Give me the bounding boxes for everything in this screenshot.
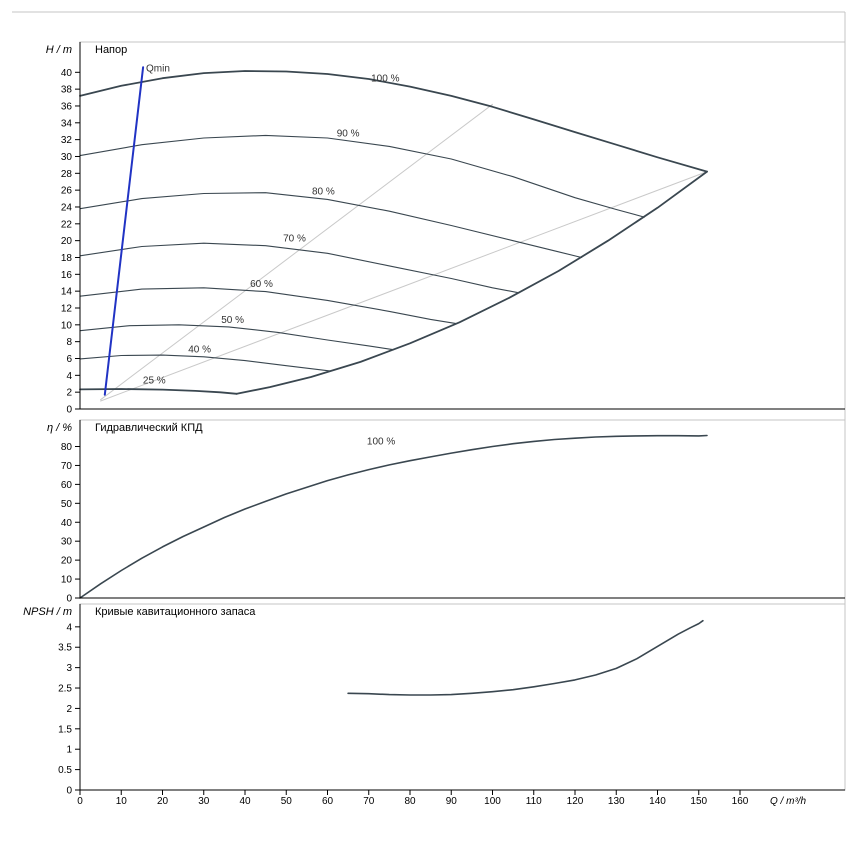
y-tick-label-npsh: 3.5 (58, 643, 72, 654)
x-tick-label: 140 (649, 796, 666, 807)
y-tick-label-npsh: 1.5 (58, 724, 72, 735)
curve-label-head: 90 % (337, 128, 360, 139)
y-axis-unit-head: H / m (46, 44, 72, 56)
x-tick-label: 90 (446, 796, 458, 807)
series-npsh-curve (347, 619, 704, 696)
series-speed-60 (79, 287, 457, 325)
series-speed-80 (79, 192, 583, 259)
y-tick-label-head: 4 (66, 371, 72, 382)
y-tick-label-npsh: 0.5 (58, 765, 72, 776)
y-tick-label-npsh: 0 (66, 786, 72, 797)
y-tick-label-npsh: 3 (66, 663, 72, 674)
y-tick-label-efficiency: 80 (61, 442, 73, 453)
panel-header-head: Напор (95, 44, 127, 56)
y-tick-label-head: 40 (61, 68, 73, 79)
y-tick-label-head: 36 (61, 101, 73, 112)
panel-header-efficiency: Гидравлический КПД (95, 422, 203, 434)
x-tick-label: 120 (567, 796, 584, 807)
x-tick-label: 150 (690, 796, 707, 807)
y-axis-unit-npsh: NPSH / m (23, 606, 72, 618)
y-tick-label-efficiency: 0 (66, 594, 72, 605)
curve-label-head: 100 % (371, 74, 399, 85)
y-axis-unit-efficiency: η / % (47, 422, 72, 434)
series-speed-25 (79, 388, 238, 395)
series-speed-70 (79, 242, 520, 294)
y-tick-label-head: 16 (61, 270, 73, 281)
y-tick-label-head: 6 (66, 354, 72, 365)
series-speed-50 (79, 324, 395, 351)
series-max-flow-envelope (235, 170, 708, 395)
y-tick-label-head: 12 (61, 303, 73, 314)
y-tick-label-npsh: 4 (66, 622, 72, 633)
y-tick-label-head: 30 (61, 152, 73, 163)
y-tick-label-efficiency: 40 (61, 518, 73, 529)
curve-label-head: 40 % (188, 345, 211, 356)
y-tick-label-efficiency: 50 (61, 499, 73, 510)
y-tick-label-head: 0 (66, 405, 72, 416)
y-tick-label-head: 14 (61, 287, 73, 298)
x-tick-label: 20 (157, 796, 169, 807)
x-tick-label: 0 (77, 796, 83, 807)
series-speed-100 (79, 70, 708, 173)
y-tick-label-head: 22 (61, 219, 73, 230)
series-efficiency-100 (79, 434, 708, 599)
y-tick-label-head: 18 (61, 253, 73, 264)
series-speed-40 (79, 354, 332, 372)
curve-label-head: 80 % (312, 186, 335, 197)
y-tick-label-head: 28 (61, 169, 73, 180)
y-tick-label-head: 32 (61, 135, 73, 146)
y-tick-label-head: 8 (66, 337, 72, 348)
series-speed-90 (79, 134, 645, 218)
x-tick-label: 110 (526, 796, 542, 807)
y-tick-label-head: 20 (61, 236, 73, 247)
y-tick-label-efficiency: 20 (61, 556, 73, 567)
curve-label-head: 70 % (283, 234, 306, 245)
y-tick-label-head: 2 (66, 388, 72, 399)
curve-label-head: 60 % (250, 279, 273, 290)
x-tick-label: 70 (363, 796, 375, 807)
y-tick-label-efficiency: 10 (61, 575, 73, 586)
y-tick-label-efficiency: 70 (61, 461, 73, 472)
x-tick-label: 100 (484, 796, 501, 807)
x-tick-label: 80 (404, 796, 416, 807)
y-tick-label-npsh: 2.5 (58, 684, 72, 695)
y-tick-label-npsh: 1 (66, 745, 72, 756)
curve-label-efficiency: 100 % (367, 437, 395, 448)
x-axis-unit: Q / m³/h (770, 796, 807, 807)
x-tick-label: 160 (732, 796, 749, 807)
series-qmin-line (103, 66, 145, 396)
x-tick-label: 30 (198, 796, 210, 807)
series-iso-guide-2 (100, 171, 708, 402)
y-tick-label-efficiency: 60 (61, 480, 73, 491)
y-tick-label-head: 34 (61, 118, 73, 129)
x-tick-label: 40 (239, 796, 251, 807)
y-tick-label-head: 26 (61, 186, 73, 197)
y-tick-label-efficiency: 30 (61, 537, 73, 548)
y-tick-label-head: 38 (61, 85, 73, 96)
panel-header-npsh: Кривые кавитационного запаса (95, 606, 256, 618)
curve-label-head: Qmin (146, 64, 170, 75)
x-tick-label: 10 (116, 796, 128, 807)
curve-label-head: 25 % (143, 376, 166, 387)
x-tick-label: 60 (322, 796, 334, 807)
x-tick-label: 50 (281, 796, 293, 807)
x-tick-label: 130 (608, 796, 625, 807)
y-tick-label-head: 10 (61, 320, 73, 331)
y-tick-label-npsh: 2 (66, 704, 72, 715)
curve-label-head: 50 % (221, 315, 244, 326)
y-tick-label-head: 24 (61, 202, 73, 213)
